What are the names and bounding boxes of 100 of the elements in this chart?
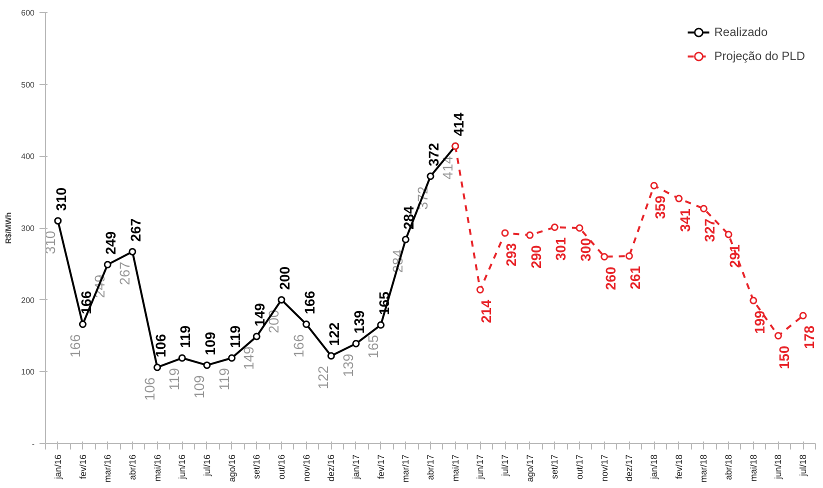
data-label: 178 xyxy=(801,325,818,349)
point xyxy=(526,231,534,239)
x-tick-label: abr/16 xyxy=(127,454,138,480)
x-tick-label: dez/17 xyxy=(624,454,634,482)
x-tick-label: fev/17 xyxy=(376,454,386,480)
annotation: 139 xyxy=(350,310,367,334)
x-tick-label: fev/16 xyxy=(78,454,88,480)
point xyxy=(750,296,758,304)
y-tick-label: 200 xyxy=(21,296,36,305)
data-label: 290 xyxy=(528,244,544,269)
annotation: 372 xyxy=(426,142,442,166)
data-label: 341 xyxy=(676,208,693,232)
x-tick-label: abr/18 xyxy=(724,454,734,480)
x-tick-label: jan/18 xyxy=(649,454,660,480)
point xyxy=(228,354,236,362)
annotation: 109 xyxy=(202,332,218,356)
point xyxy=(600,252,608,260)
point xyxy=(426,172,434,180)
point xyxy=(476,286,484,294)
x-tick-label: jun/16 xyxy=(177,454,188,480)
point xyxy=(799,312,807,320)
x-tick-label: mai/18 xyxy=(748,454,758,482)
x-tick-label: mar/17 xyxy=(400,454,411,483)
x-tick-label: dez/16 xyxy=(326,454,336,482)
annotation: 414 xyxy=(439,156,456,180)
data-label: 199 xyxy=(751,310,768,334)
point xyxy=(675,194,683,202)
x-tick-label: abr/17 xyxy=(426,454,436,480)
data-label: 414 xyxy=(450,112,466,136)
point xyxy=(377,321,385,329)
y-tick-label: 300 xyxy=(21,224,36,233)
x-tick-label: mai/16 xyxy=(152,454,162,482)
point xyxy=(501,229,509,237)
point xyxy=(625,252,633,260)
data-label: 300 xyxy=(578,238,594,262)
data-label: 122 xyxy=(315,366,332,390)
annotation: 122 xyxy=(326,322,342,346)
x-tick-label: jan/17 xyxy=(350,454,361,480)
legend-label: Projeção do PLD xyxy=(714,49,805,63)
y-tick-label: 400 xyxy=(21,152,36,162)
data-label: 301 xyxy=(552,237,569,261)
x-tick-label: jun/17 xyxy=(475,454,486,480)
data-label: 119 xyxy=(216,368,232,390)
data-label: 165 xyxy=(364,334,381,358)
data-label: 166 xyxy=(290,334,306,358)
point xyxy=(104,260,112,268)
data-label: 166 xyxy=(66,334,83,358)
point xyxy=(278,296,286,304)
point xyxy=(203,361,211,369)
data-label: 149 xyxy=(252,302,268,326)
annotation: 119 xyxy=(226,325,243,348)
x-tick-label: set/17 xyxy=(550,454,560,480)
legend-label: Realizado xyxy=(714,25,768,39)
x-tick-label: mar/16 xyxy=(102,454,113,483)
point xyxy=(128,248,136,256)
x-tick-label: nov/16 xyxy=(301,454,312,482)
y-tick-label: 600 xyxy=(21,8,36,18)
point xyxy=(54,217,62,225)
data-label: 109 xyxy=(190,374,207,399)
data-label: 327 xyxy=(702,218,718,242)
x-tick-label: jun/18 xyxy=(773,454,784,480)
annotation: 166 xyxy=(301,290,318,314)
x-tick-label: set/16 xyxy=(252,454,262,480)
data-label: 293 xyxy=(503,242,520,266)
point xyxy=(774,332,782,340)
point xyxy=(550,224,558,232)
point xyxy=(724,230,732,238)
point xyxy=(327,352,335,360)
data-label: 261 xyxy=(627,266,644,290)
point xyxy=(700,204,708,212)
x-tick-label: nov/17 xyxy=(599,454,610,482)
annotation: 310 xyxy=(52,187,69,211)
point xyxy=(576,224,584,232)
annotation: 267 xyxy=(116,261,132,286)
point xyxy=(79,320,87,328)
annotation: 149 xyxy=(240,346,257,370)
x-tick-label: jul/17 xyxy=(500,454,510,478)
data-label: 267 xyxy=(127,218,144,242)
y-tick-label: - xyxy=(32,440,35,448)
data-label: 200 xyxy=(265,310,282,334)
x-tick-label: ago/16 xyxy=(226,454,237,482)
annotation: 249 xyxy=(102,231,119,255)
data-label: 139 xyxy=(340,353,356,378)
y-tick-label: 100 xyxy=(21,368,36,377)
point xyxy=(178,354,186,362)
point xyxy=(154,364,162,372)
x-tick-label: fev/18 xyxy=(674,454,684,480)
annotation: 200 xyxy=(276,266,292,290)
data-label: 119 xyxy=(166,368,182,390)
point xyxy=(302,320,310,328)
point xyxy=(402,236,410,244)
x-tick-label: jul/16 xyxy=(202,454,212,478)
y-tick-label: 500 xyxy=(21,80,36,90)
data-label: 359 xyxy=(652,195,668,219)
x-tick-label: mai/17 xyxy=(450,454,460,482)
x-tick-label: mar/18 xyxy=(698,454,709,483)
data-label: 260 xyxy=(602,266,618,290)
y-axis-title: R$/MWh xyxy=(4,212,14,244)
annotation: 106 xyxy=(152,334,168,358)
x-tick-label: out/17 xyxy=(574,454,585,480)
